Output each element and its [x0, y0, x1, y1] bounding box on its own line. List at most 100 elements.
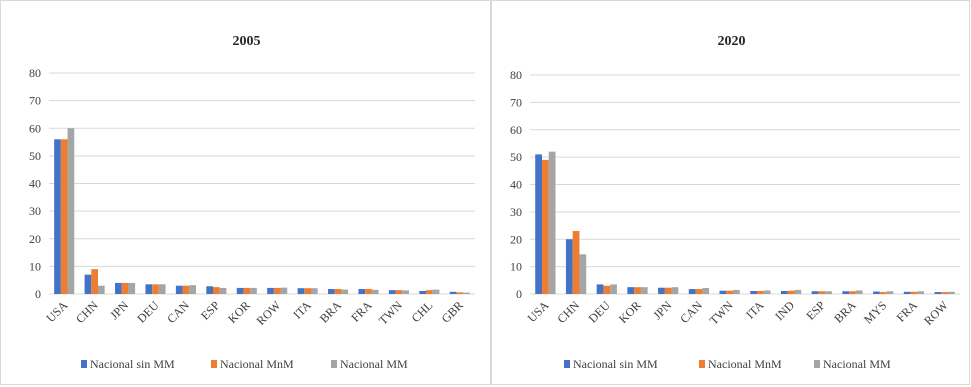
y-tick-label: 50 — [29, 149, 41, 163]
x-tick-label: TWN — [376, 298, 405, 327]
bar — [267, 287, 274, 294]
bar — [213, 287, 220, 294]
bar — [719, 290, 727, 294]
bar — [917, 291, 925, 294]
bar — [395, 290, 403, 294]
bar — [358, 289, 366, 294]
x-tick-label: MYS — [861, 298, 889, 326]
bar — [334, 289, 342, 294]
bar — [219, 287, 227, 294]
bar — [432, 289, 440, 294]
bar — [388, 290, 396, 294]
bar — [463, 292, 470, 294]
bar — [634, 287, 641, 294]
bar — [175, 285, 183, 294]
bar — [572, 231, 580, 294]
x-tick-label: CHN — [73, 298, 101, 326]
bar — [811, 291, 819, 294]
x-tick-label: ITA — [290, 298, 314, 322]
bar — [733, 289, 740, 294]
legend-swatch — [81, 360, 87, 368]
bar — [535, 154, 542, 294]
bar — [341, 289, 349, 294]
x-tick-label: DEU — [586, 298, 614, 326]
bar — [879, 292, 887, 294]
bar — [121, 282, 129, 294]
bar — [152, 284, 159, 294]
y-tick-label: 60 — [510, 123, 522, 137]
bar — [658, 287, 665, 294]
x-tick-label: BRA — [317, 298, 345, 326]
y-tick-label: 40 — [510, 178, 522, 192]
y-tick-label: 30 — [510, 205, 522, 219]
y-tick-label: 10 — [510, 260, 522, 274]
legend-label: Nacional sin MM — [90, 357, 175, 371]
bar — [934, 292, 942, 294]
bar — [948, 291, 955, 294]
bar — [54, 139, 61, 294]
bar — [91, 269, 98, 294]
bar — [627, 287, 635, 294]
bar — [565, 239, 573, 294]
chart-panel-2005: 2005 0 10 20 30 40 50 60 70 80 USA CHN JPN DEU CAN ESP K… — [0, 0, 491, 385]
bar — [548, 151, 556, 294]
bar — [842, 291, 850, 294]
y-tick-label: 20 — [510, 232, 522, 246]
chart-title: 2020 — [718, 34, 746, 49]
bar — [365, 289, 372, 294]
bar — [903, 291, 911, 294]
bar — [449, 291, 457, 294]
bar — [750, 290, 757, 294]
bar — [671, 287, 679, 294]
x-tick-label: FRA — [348, 298, 375, 325]
bar — [688, 289, 696, 294]
x-tick-label: ITA — [743, 298, 767, 322]
bar — [273, 287, 281, 294]
x-tick-label: FRA — [894, 298, 921, 325]
legend-swatch — [564, 360, 570, 368]
bar — [297, 288, 305, 294]
bar — [206, 286, 214, 294]
y-tick-label: 50 — [510, 150, 522, 164]
x-tick-label: CAN — [677, 298, 705, 326]
bar — [189, 285, 196, 294]
bar — [818, 291, 826, 294]
x-tick-label: TWN — [707, 298, 736, 327]
x-tick-label: IND — [772, 298, 797, 323]
bar — [794, 289, 802, 294]
y-tick-label: 10 — [29, 259, 41, 273]
bar — [182, 285, 190, 294]
bar — [787, 290, 795, 294]
x-tick-label: CHN — [554, 298, 582, 326]
bar — [849, 291, 856, 294]
legend-swatch — [331, 360, 337, 368]
bar — [702, 287, 710, 294]
bar — [145, 284, 153, 294]
bar — [886, 291, 894, 294]
x-tick-label: JPN — [650, 298, 674, 322]
chart-title: 2005 — [233, 34, 261, 49]
y-tick-label: 20 — [29, 232, 41, 246]
chart-2020: 2020 0 10 20 30 40 50 60 70 80 USA CHN DEU KOR JPN CAN T… — [510, 34, 960, 371]
chart-panel-2020: 2020 0 10 20 30 40 50 60 70 80 USA CHN DEU KOR JPN CAN T… — [491, 0, 970, 385]
legend-swatch — [814, 360, 820, 368]
bar — [541, 159, 549, 294]
bar — [67, 128, 75, 294]
y-tick-label: 0 — [516, 287, 522, 301]
x-tick-label: ESP — [803, 298, 828, 323]
bar — [941, 292, 949, 294]
bar — [419, 290, 427, 294]
x-tick-label: GBR — [439, 298, 466, 325]
bar — [763, 290, 771, 294]
y-tick-label: 80 — [29, 66, 41, 80]
x-tick-label: CAN — [164, 298, 192, 326]
bar — [236, 287, 244, 294]
legend-label: Nacional sin MM — [573, 357, 658, 371]
bar — [603, 285, 611, 294]
bar — [855, 290, 863, 294]
bar — [456, 292, 464, 294]
x-tick-label: ROW — [921, 298, 951, 328]
y-tick-label: 40 — [29, 177, 41, 191]
legend-swatch — [211, 360, 217, 368]
bar — [60, 139, 68, 294]
